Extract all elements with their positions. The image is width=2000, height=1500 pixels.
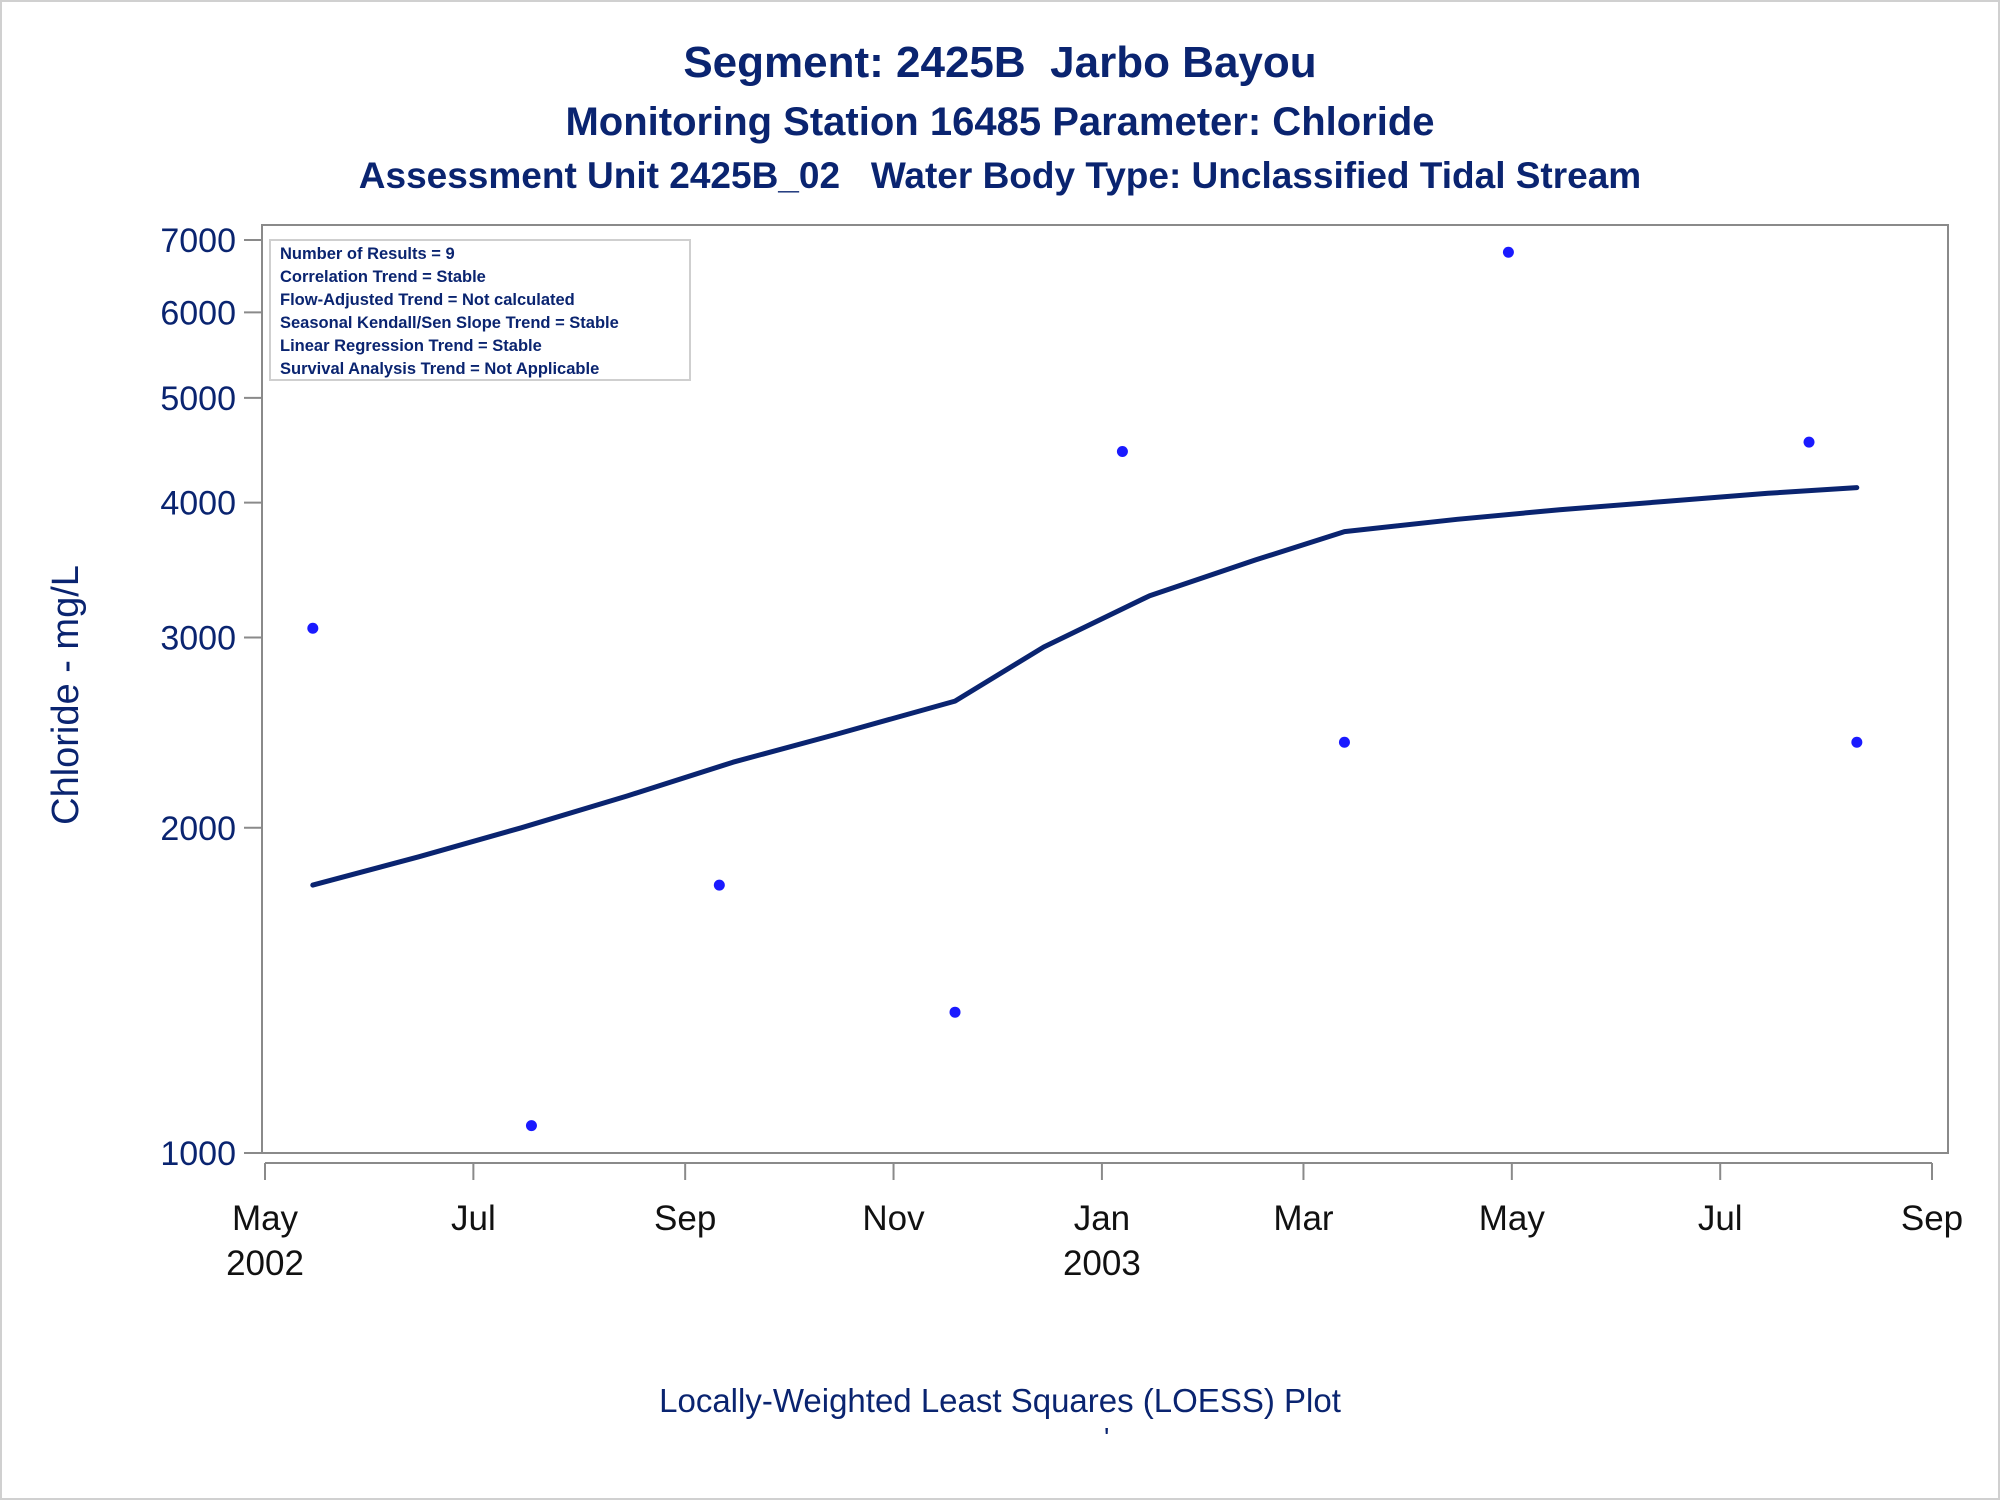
data-point-2 — [525, 1120, 537, 1132]
data-point-4 — [949, 1006, 961, 1018]
chart-subtitle-assessment: Assessment Unit 2425B_02 Water Body Type… — [358, 155, 1642, 196]
footnote: Locally-Weighted Least Squares (LOESS) P… — [659, 1382, 1341, 1419]
y-axis-label: Chloride - mg/L — [45, 565, 87, 825]
x-axis: May 2002 Jul Sep Nov Jan 2003 Mar May Jul Sep — [226, 1162, 1963, 1283]
chart-subtitle-station: Monitoring Station 16485 Parameter: Chlo… — [565, 100, 1435, 144]
x-tick-label-jul-7: Jul — [1698, 1199, 1743, 1238]
x-tick-year-2002: 2002 — [226, 1244, 304, 1283]
x-tick-label-may-0: May — [232, 1199, 299, 1238]
x-tick-label-mar-5: Mar — [1273, 1199, 1334, 1238]
series-layer — [307, 246, 1863, 1132]
inset-line-results: Number of Results = 9 — [280, 245, 455, 263]
x-tick-label-jan-4: Jan — [1074, 1199, 1130, 1238]
y-tick-label-6000: 6000 — [160, 294, 236, 332]
x-tick-label-sep-8: Sep — [1901, 1199, 1963, 1238]
footnote-mark: ' — [1104, 1422, 1110, 1453]
inset-line-correlation: Correlation Trend = Stable — [280, 268, 486, 286]
data-point-7 — [1502, 246, 1514, 258]
statistics-inset: Number of Results = 9 Correlation Trend … — [269, 239, 691, 381]
x-tick-label-may-6: May — [1479, 1199, 1546, 1238]
data-point-3 — [713, 879, 725, 891]
y-tick-label-7000: 7000 — [160, 222, 236, 260]
plot-area-border — [261, 224, 1949, 1154]
y-tick-label-4000: 4000 — [160, 485, 236, 523]
x-tick-label-jul-1: Jul — [451, 1199, 496, 1238]
y-tick-label-5000: 5000 — [160, 380, 236, 418]
inset-box — [269, 239, 691, 381]
x-tick-label-sep-2: Sep — [654, 1199, 716, 1238]
data-point-8 — [1803, 436, 1815, 448]
chart-title: Segment: 2425B Jarbo Bayou — [683, 38, 1317, 87]
y-tick-label-3000: 3000 — [160, 620, 236, 658]
inset-line-survival-analysis: Survival Analysis Trend = Not Applicable — [280, 360, 599, 378]
inset-line-linear-regression: Linear Regression Trend = Stable — [280, 337, 542, 355]
x-tick-year-2003: 2003 — [1063, 1244, 1141, 1283]
y-axis: 1000 2000 3000 4000 5000 6000 7000 — [160, 222, 262, 1173]
inset-line-seasonal-kendall: Seasonal Kendall/Sen Slope Trend = Stabl… — [280, 314, 619, 332]
y-tick-label-2000: 2000 — [160, 810, 236, 848]
y-tick-label-1000: 1000 — [160, 1135, 236, 1173]
data-point-5 — [1116, 445, 1128, 457]
data-point-9 — [1851, 736, 1863, 748]
data-point-6 — [1338, 736, 1350, 748]
inset-line-flow-adjusted: Flow-Adjusted Trend = Not calculated — [280, 291, 575, 309]
data-point-1 — [307, 622, 319, 634]
loess-line — [310, 485, 1860, 888]
x-tick-label-nov-3: Nov — [862, 1199, 925, 1238]
